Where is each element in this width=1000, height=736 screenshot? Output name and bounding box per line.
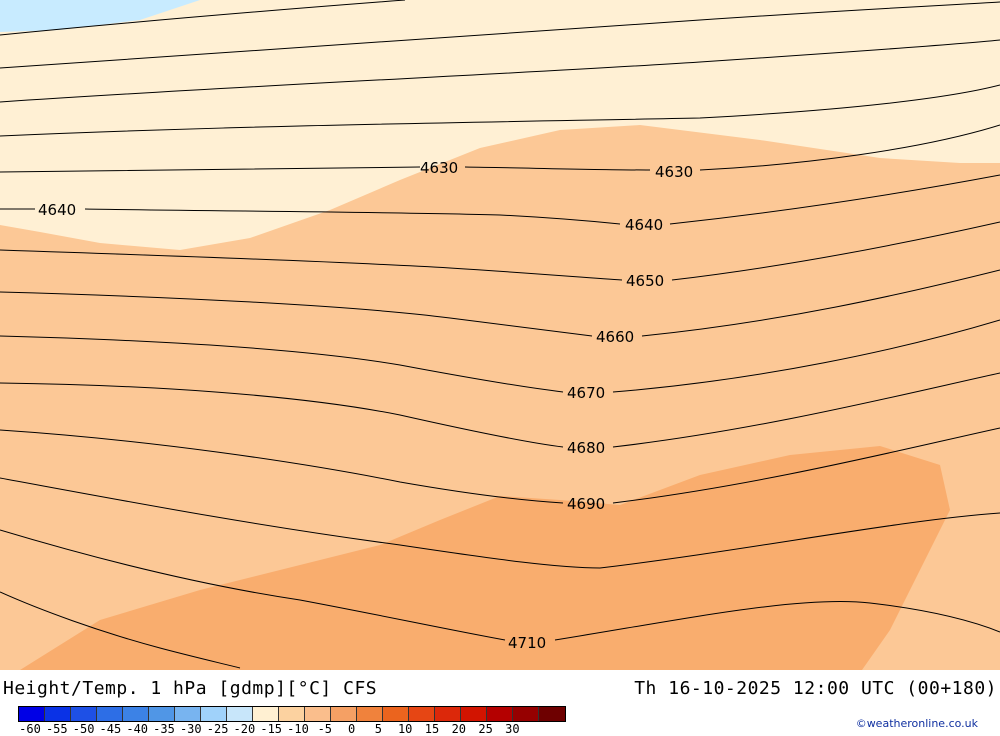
legend-tick-label: -35 <box>153 722 175 736</box>
legend-swatch <box>409 707 435 721</box>
map-footer: Height/Temp. 1 hPa [gdmp][°C] CFS Th 16-… <box>0 670 1000 736</box>
contour-line <box>0 0 406 36</box>
legend-tick-label: 0 <box>347 722 356 736</box>
legend-tick-label: -45 <box>99 722 122 736</box>
contour-line <box>0 124 1000 173</box>
legend-swatch <box>513 707 539 721</box>
legend-tick-label: 20 <box>451 722 467 736</box>
contour-line <box>0 1 1000 69</box>
contour-line <box>0 221 1000 281</box>
legend-swatch <box>175 707 201 721</box>
legend-tick-label: 25 <box>478 722 493 736</box>
legend-tick-label: -5 <box>317 722 333 736</box>
legend-tick-label: 5 <box>374 722 383 736</box>
contour-label-4650: 4650 <box>626 272 664 290</box>
legend-swatch <box>461 707 487 721</box>
legend-swatch <box>383 707 409 721</box>
contour-label-4680: 4680 <box>567 439 605 457</box>
legend-tick-label: 10 <box>397 722 413 736</box>
legend-tick-label: -25 <box>206 722 229 736</box>
legend-swatch <box>487 707 513 721</box>
contour-label-4710: 4710 <box>508 634 546 652</box>
contour-line <box>0 372 1000 448</box>
contour-label-4670: 4670 <box>567 384 605 402</box>
map-datetime: Th 16-10-2025 12:00 UTC (00+180) <box>634 678 997 699</box>
weather-map: 4630 4630 4640 4640 4650 4660 4670 4680 … <box>0 0 1000 670</box>
contour-label-4640-a: 4640 <box>38 201 76 219</box>
zone-cold <box>0 0 200 32</box>
site-credit[interactable]: ©weatheronline.co.uk <box>855 717 978 730</box>
legend-swatch <box>539 707 565 721</box>
legend-swatch <box>149 707 175 721</box>
contour-line <box>0 529 1000 641</box>
legend-swatch <box>357 707 383 721</box>
legend-swatch <box>253 707 279 721</box>
legend-swatch <box>123 707 149 721</box>
legend-tick-label: -40 <box>126 722 149 736</box>
legend-swatch <box>19 707 45 721</box>
contour-line <box>0 84 1000 137</box>
legend-tick-label: -50 <box>72 722 95 736</box>
legend-tick-label: -10 <box>287 722 309 736</box>
legend-swatch <box>279 707 305 721</box>
contour-line <box>0 269 1000 337</box>
legend-swatch <box>97 707 123 721</box>
contour-line <box>0 174 1000 225</box>
contour-line <box>0 39 1000 103</box>
legend-tick-label: 15 <box>424 722 440 736</box>
legend-swatch <box>201 707 227 721</box>
contour-label-4630-b: 4630 <box>655 163 693 181</box>
legend-tick-label: 30 <box>505 722 520 736</box>
contour-line <box>0 319 1000 393</box>
legend-tick-label: -60 <box>19 722 41 736</box>
legend-swatch <box>227 707 253 721</box>
color-legend <box>18 706 566 722</box>
contour-label-4640-b: 4640 <box>625 216 663 234</box>
contour-label-4630-a: 4630 <box>420 159 458 177</box>
legend-tick-label: -30 <box>179 722 202 736</box>
legend-swatch <box>71 707 97 721</box>
contour-line <box>0 477 1000 569</box>
contour-line <box>0 427 1000 504</box>
zone-m5 <box>20 446 950 670</box>
legend-tick-label: -55 <box>45 722 68 736</box>
map-title: Height/Temp. 1 hPa [gdmp][°C] CFS <box>3 678 378 699</box>
contour-label-4690: 4690 <box>567 495 605 513</box>
legend-swatch <box>331 707 357 721</box>
legend-tick-label: -15 <box>260 722 283 736</box>
legend-swatch <box>45 707 71 721</box>
contour-line <box>0 591 241 669</box>
legend-swatch <box>435 707 461 721</box>
zone-m15 <box>0 0 1000 250</box>
legend-swatch <box>305 707 331 721</box>
legend-tick-label: -20 <box>233 722 256 736</box>
contour-label-4660: 4660 <box>596 328 634 346</box>
